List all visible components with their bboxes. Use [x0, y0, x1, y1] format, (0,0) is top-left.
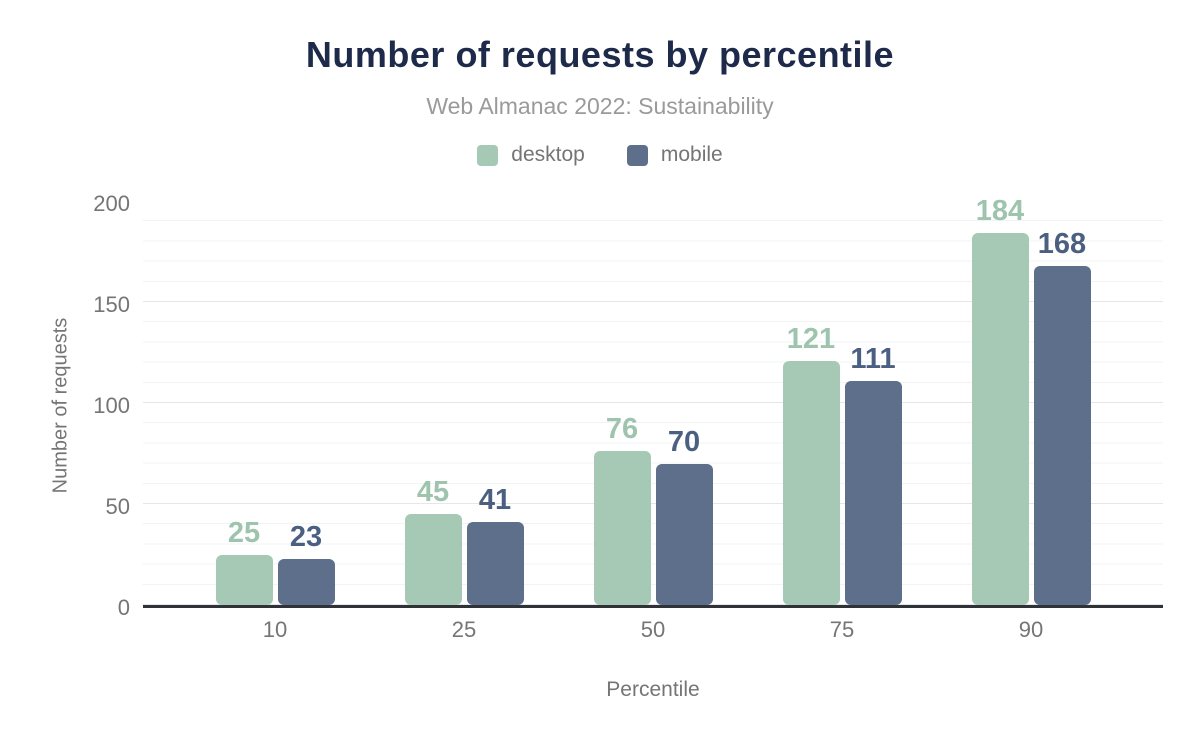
y-tick-labels: 0 50 100 150 200	[55, 192, 130, 620]
bar-group-10: 25 23	[215, 516, 335, 605]
bar-value-label: 184	[975, 195, 1025, 228]
x-tick-label: 90	[1018, 617, 1044, 642]
bar-col-desktop-10: 25	[215, 516, 273, 605]
bar-value-label: 25	[227, 516, 261, 549]
x-tick-label: 75	[829, 617, 855, 642]
legend-label: desktop	[511, 143, 585, 166]
bar-value-label: 76	[605, 413, 639, 446]
legend-swatch-desktop-icon	[477, 144, 499, 166]
y-tick-label: 150	[93, 292, 130, 317]
bar-group-75: 121 111	[782, 322, 902, 605]
bar-mobile-25	[466, 522, 524, 605]
bar-group-90: 184 168	[971, 195, 1091, 605]
y-tick-label: 100	[93, 393, 130, 418]
x-tick-labels: 10 25 50 75 90	[143, 617, 1163, 643]
legend-swatch-mobile-icon	[626, 144, 648, 166]
bar-mobile-75	[844, 380, 902, 605]
x-tick-label: 10	[262, 617, 288, 642]
bar-col-mobile-25: 41	[466, 484, 524, 605]
bar-group-25: 45 41	[404, 476, 524, 605]
bar-value-label: 111	[850, 342, 896, 375]
bar-col-mobile-90: 168	[1033, 227, 1091, 605]
bars-row: 25 23 45 41 76 70 121 111 184 168	[143, 196, 1163, 605]
y-tick-label: 200	[93, 191, 130, 216]
bar-desktop-90	[971, 233, 1029, 605]
bar-value-label: 168	[1037, 227, 1087, 260]
bar-col-mobile-75: 111	[844, 342, 902, 605]
bar-col-mobile-50: 70	[655, 425, 713, 605]
bar-mobile-90	[1033, 265, 1091, 605]
legend: desktop mobile	[0, 143, 1200, 167]
legend-label: mobile	[660, 143, 723, 166]
y-tick-label: 0	[117, 595, 130, 620]
bar-value-label: 70	[667, 425, 701, 458]
bar-col-desktop-75: 121	[782, 322, 840, 605]
legend-item-desktop: desktop	[477, 143, 585, 167]
bar-col-desktop-25: 45	[404, 476, 462, 605]
plot-area: 25 23 45 41 76 70 121 111 184 168	[143, 196, 1163, 608]
y-tick-label: 50	[105, 494, 130, 519]
x-tick-label: 25	[451, 617, 477, 642]
bar-col-desktop-90: 184	[971, 195, 1029, 605]
bar-value-label: 23	[289, 520, 323, 553]
bar-col-mobile-10: 23	[277, 520, 335, 605]
legend-item-mobile: mobile	[626, 143, 723, 167]
bar-value-label: 121	[786, 322, 836, 355]
bar-mobile-10	[277, 558, 335, 605]
bar-mobile-50	[655, 463, 713, 605]
x-axis-title: Percentile	[606, 678, 700, 701]
bar-desktop-25	[404, 514, 462, 605]
bar-value-label: 41	[478, 484, 512, 517]
bar-desktop-10	[215, 554, 273, 605]
bar-group-50: 76 70	[593, 413, 713, 605]
bar-col-desktop-50: 76	[593, 413, 651, 605]
chart-title: Number of requests by percentile	[305, 34, 895, 75]
x-tick-label: 50	[640, 617, 666, 642]
bar-desktop-50	[593, 451, 651, 605]
chart-subtitle: Web Almanac 2022: Sustainability	[426, 93, 774, 119]
bar-value-label: 45	[416, 476, 450, 509]
bar-desktop-75	[782, 360, 840, 605]
